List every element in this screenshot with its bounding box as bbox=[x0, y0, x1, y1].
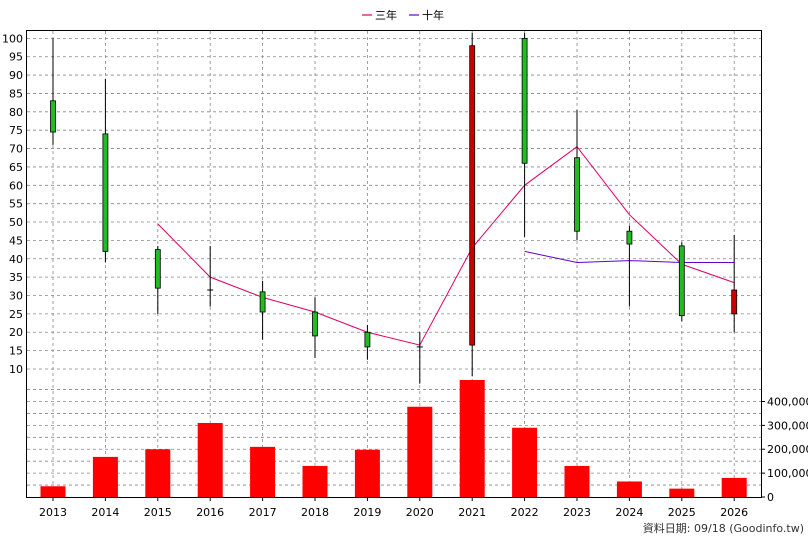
candle-body bbox=[259, 291, 266, 313]
year-axis: 2013 2014 2015 2016 2017 2018 2019 2020 2021 2022… bbox=[39, 497, 748, 519]
candle bbox=[731, 234, 738, 333]
candle bbox=[50, 38, 56, 145]
volume-bar bbox=[354, 449, 380, 497]
year-tick-label: 2019 bbox=[353, 506, 381, 519]
year-tick-label: 2025 bbox=[668, 506, 696, 519]
candle-body bbox=[731, 289, 738, 315]
volume-tick-label: 200,000 bbox=[767, 443, 808, 456]
year-tick-label: 2013 bbox=[39, 506, 67, 519]
year-tick-label: 2023 bbox=[563, 506, 591, 519]
year-tick-label: 2016 bbox=[196, 506, 224, 519]
volume-bar bbox=[459, 380, 485, 497]
year-tick-label: 2014 bbox=[91, 506, 119, 519]
candle-body bbox=[102, 133, 109, 252]
price-tick-label: 10 bbox=[9, 363, 23, 376]
price-tick-label: 95 bbox=[9, 51, 23, 64]
candle bbox=[678, 242, 685, 322]
candle-body bbox=[312, 311, 318, 337]
candle-body bbox=[521, 37, 528, 164]
year-tick-label: 2020 bbox=[406, 506, 434, 519]
volume-bar bbox=[512, 427, 538, 497]
volume-bar bbox=[407, 406, 433, 497]
candle bbox=[469, 32, 476, 377]
ma-line-三年 bbox=[157, 146, 735, 346]
price-tick-label: 45 bbox=[9, 234, 23, 247]
candle bbox=[207, 245, 214, 307]
price-tick-label: 80 bbox=[9, 106, 23, 119]
candle bbox=[102, 78, 109, 263]
price-tick-label: 55 bbox=[9, 198, 23, 211]
volume-bar bbox=[197, 422, 223, 497]
price-tick-label: 30 bbox=[9, 290, 23, 303]
legend: 三年 十年 bbox=[362, 8, 444, 22]
candle bbox=[521, 32, 528, 237]
volume-axis: 0 100,000 200,000 300,000 400,000 bbox=[761, 395, 808, 504]
candle-body bbox=[469, 45, 476, 346]
year-tick-label: 2017 bbox=[249, 506, 277, 519]
price-tick-label: 15 bbox=[9, 345, 23, 358]
legend-label-十年: 十年 bbox=[422, 8, 444, 22]
year-tick-label: 2022 bbox=[511, 506, 539, 519]
candle bbox=[312, 297, 318, 358]
candle-body bbox=[678, 245, 685, 317]
volume-bar bbox=[669, 488, 695, 497]
candle bbox=[364, 324, 371, 360]
volume-bar bbox=[40, 486, 66, 497]
volume-bar bbox=[145, 449, 171, 497]
volume-tick-label: 300,000 bbox=[767, 419, 808, 432]
price-tick-label: 75 bbox=[9, 124, 23, 137]
candlestick-series bbox=[50, 32, 738, 384]
price-tick-label: 60 bbox=[9, 179, 23, 192]
volume-bars bbox=[40, 380, 747, 497]
data-date-footer: 資料日期: 09/18 (Goodinfo.tw) bbox=[643, 521, 804, 535]
price-tick-label: 85 bbox=[9, 87, 23, 100]
candle-body bbox=[154, 249, 161, 289]
volume-tick-label: 400,000 bbox=[767, 395, 808, 408]
candle-body bbox=[50, 100, 56, 133]
candle-body bbox=[626, 230, 633, 245]
volume-bar bbox=[302, 465, 328, 497]
volume-bar bbox=[721, 477, 747, 497]
candle bbox=[416, 332, 423, 384]
price-tick-label: 100 bbox=[2, 32, 23, 45]
volume-tick-label: 100,000 bbox=[767, 467, 808, 480]
volume-bar bbox=[564, 465, 590, 497]
price-tick-label: 25 bbox=[9, 308, 23, 321]
legend-label-三年: 三年 bbox=[375, 8, 397, 22]
price-tick-label: 35 bbox=[9, 271, 23, 284]
price-tick-label: 20 bbox=[9, 326, 23, 339]
candle-body bbox=[364, 331, 371, 348]
price-tick-label: 90 bbox=[9, 69, 23, 82]
year-tick-label: 2024 bbox=[615, 506, 643, 519]
price-tick-label: 65 bbox=[9, 161, 23, 174]
candle bbox=[574, 109, 580, 241]
volume-bar bbox=[250, 446, 276, 497]
year-tick-label: 2026 bbox=[720, 506, 748, 519]
year-tick-label: 2015 bbox=[144, 506, 172, 519]
volume-bar bbox=[92, 456, 118, 497]
volume-tick-label: 0 bbox=[767, 491, 774, 504]
price-tick-label: 70 bbox=[9, 143, 23, 156]
plot-frame bbox=[26, 30, 762, 498]
year-tick-label: 2018 bbox=[301, 506, 329, 519]
candle bbox=[259, 280, 266, 340]
volume-bar bbox=[616, 481, 642, 497]
candle bbox=[626, 225, 633, 307]
price-tick-label: 50 bbox=[9, 216, 23, 229]
year-tick-label: 2021 bbox=[458, 506, 486, 519]
candle-body bbox=[574, 157, 580, 232]
candle bbox=[154, 245, 161, 314]
price-axis: 10 15 20 25 30 35 40 45 50 55 60 65 70 75 80 85 90 95 100 bbox=[2, 32, 23, 376]
price-tick-label: 40 bbox=[9, 253, 23, 266]
